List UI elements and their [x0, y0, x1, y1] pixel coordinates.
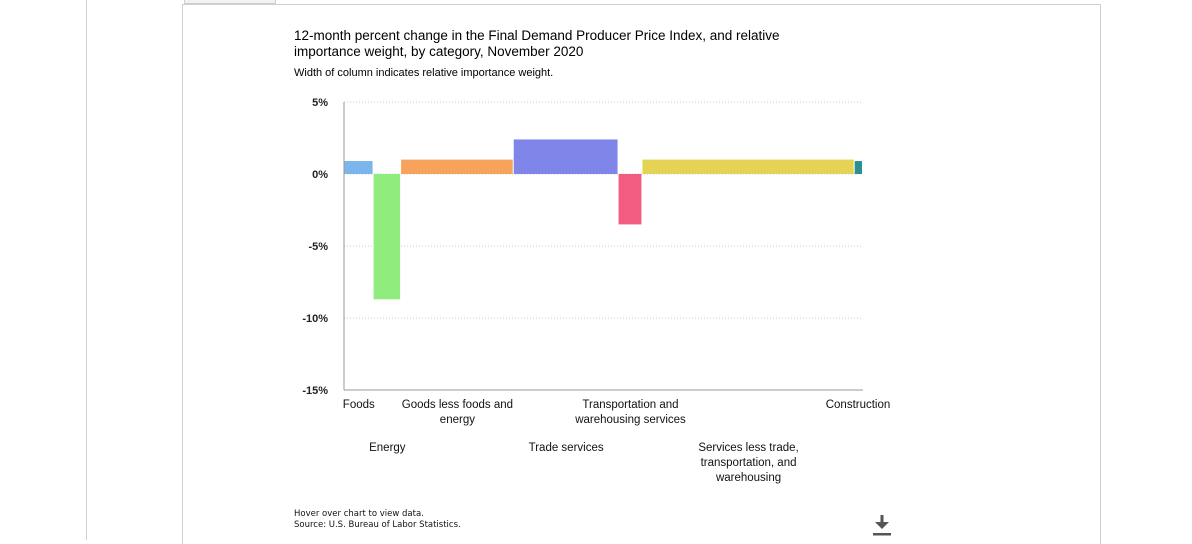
y-tick-label: 5%: [312, 97, 328, 109]
bar-services-less-trade-transportation-and-warehousing: [642, 159, 854, 174]
x-category-label: Transportation and warehousing services: [575, 399, 686, 426]
x-category-label: Foods: [342, 399, 375, 411]
download-icon[interactable]: [872, 514, 892, 536]
y-tick-label: -5%: [308, 241, 328, 253]
y-tick-label: -15%: [302, 385, 328, 397]
bar-construction: [854, 161, 862, 174]
hover-note: Hover over chart to view data.: [294, 509, 424, 519]
chart-panel: [182, 4, 1101, 544]
tab-stub[interactable]: [184, 0, 276, 4]
bar-layer: [344, 139, 862, 300]
chart-title: 12-month percent change in the Final Dem…: [294, 28, 780, 59]
axis-layer: 5% 0% -5% -10% -15%: [302, 97, 863, 397]
x-category-label: Energy: [369, 442, 406, 454]
x-category-label: Goods less foods and energy: [401, 399, 514, 426]
y-tick-label: 0%: [312, 169, 328, 181]
y-tick-label: -10%: [302, 313, 328, 325]
bar-trade-services: [513, 139, 618, 174]
chart-footer: Hover over chart to view data. Source: U…: [294, 509, 461, 531]
grid-layer: [344, 101, 863, 319]
x-category-label: Construction: [825, 399, 891, 411]
chart-subtitle: Width of column indicates relative impor…: [294, 67, 554, 79]
page-left-border: [86, 0, 87, 540]
bar-energy: [373, 174, 401, 300]
x-category-label: Services less trade, transportation, and…: [698, 442, 799, 484]
bar-goods-less-foods-and-energy: [401, 159, 513, 174]
x-category-label: Trade services: [528, 442, 604, 454]
bar-foods: [344, 161, 373, 174]
source-note: Source: U.S. Bureau of Labor Statistics.: [294, 520, 461, 530]
bar-transportation-and-warehousing-services: [618, 174, 642, 225]
